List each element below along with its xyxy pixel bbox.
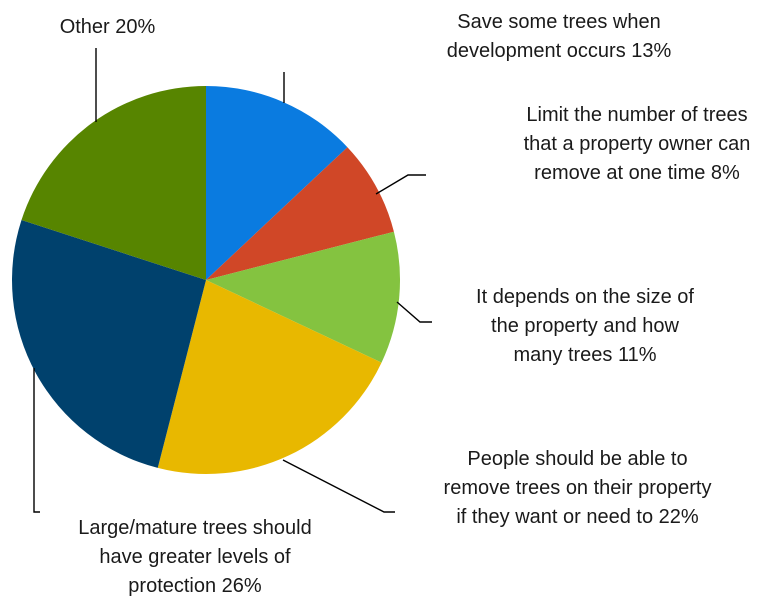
slice-save-some-trees xyxy=(206,86,348,280)
slice-other xyxy=(21,86,206,280)
slice-label-save-some-trees: Save some trees when development occurs … xyxy=(446,11,672,62)
leader-line-depends-on-property-size xyxy=(396,301,432,323)
slice-label-depends-on-property-size: It depends on the size of the property a… xyxy=(476,286,694,366)
slice-label-people-able-to-remove: People should be able to remove trees on… xyxy=(443,448,712,528)
slice-depends-on-property-size xyxy=(206,231,401,363)
slice-label-limit-number-of-trees: Limit the number of trees that a propert… xyxy=(523,104,751,184)
leader-line-people-able-to-remove xyxy=(282,459,395,513)
slice-large-mature-trees xyxy=(12,220,206,468)
slices-layer xyxy=(12,86,401,475)
leader-line-limit-number-of-trees xyxy=(375,174,426,195)
slice-label-large-mature-trees: Large/mature trees should have greater l… xyxy=(78,517,312,597)
slice-label-other: Other 20% xyxy=(59,16,156,38)
slice-limit-number-of-trees xyxy=(206,147,394,280)
leader-lines-layer xyxy=(33,48,432,513)
leader-line-large-mature-trees xyxy=(33,368,40,513)
slice-people-able-to-remove xyxy=(157,280,382,475)
